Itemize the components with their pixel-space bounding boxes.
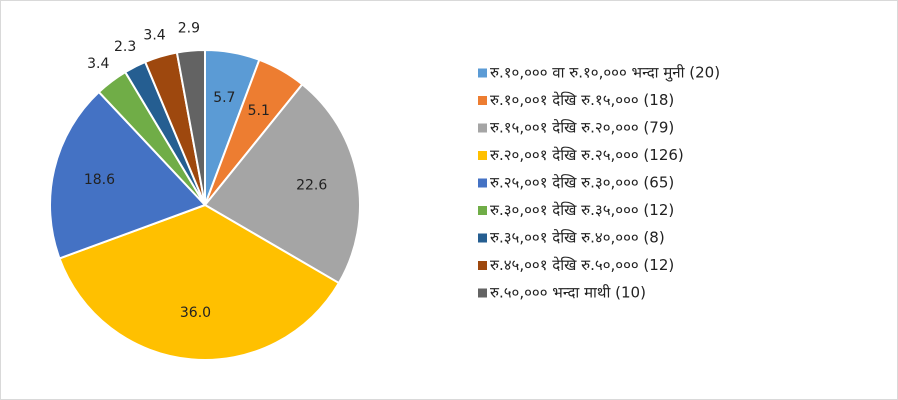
legend-swatch <box>478 151 487 160</box>
data-label: 36.0 <box>180 305 211 321</box>
legend-label: रु.१०,००१ देखि रु.१५,००० (18) <box>490 91 674 109</box>
data-label: 5.1 <box>248 103 270 119</box>
legend-label: रु.२०,००१ देखि रु.२५,००० (126) <box>490 146 684 164</box>
legend-label: रु.३५,००१ देखि रु.४०,००० (8) <box>490 229 665 247</box>
pie-slice <box>175 48 206 206</box>
legend-swatch <box>478 68 487 78</box>
legend-label: रु.१५,००१ देखि रु.२०,००० (79) <box>490 119 674 137</box>
data-label: 18.6 <box>84 172 115 188</box>
legend-label: रु.३०,००१ देखि रु.३५,००० (12) <box>490 201 674 219</box>
data-label: 5.7 <box>213 90 235 106</box>
legend-swatch <box>478 178 487 188</box>
legend-label: रु.४५,००१ देखि रु.५०,००० (12) <box>490 256 674 274</box>
legend-swatch <box>478 123 487 133</box>
legend-label: रु.२५,००१ देखि रु.३०,००० (65) <box>490 174 674 192</box>
legend-swatch <box>478 261 487 270</box>
pie-slice <box>203 82 361 285</box>
legend-label: रु.५०,००० भन्दा माथी (10) <box>490 284 646 302</box>
legend-swatch <box>478 206 487 215</box>
data-label: 3.4 <box>87 56 109 72</box>
data-label: 22.6 <box>296 177 327 193</box>
pie-slice <box>49 90 207 260</box>
pie-slice <box>58 203 341 361</box>
legend-label: रु.१०,००० वा रु.१०,००० भन्दा मुनी (20) <box>490 64 720 83</box>
data-label: 3.4 <box>143 27 165 43</box>
legend-swatch <box>478 233 487 243</box>
data-label: 2.3 <box>114 39 136 55</box>
legend-swatch <box>478 96 487 105</box>
data-label: 2.9 <box>178 21 200 37</box>
legend-swatch <box>478 288 487 298</box>
